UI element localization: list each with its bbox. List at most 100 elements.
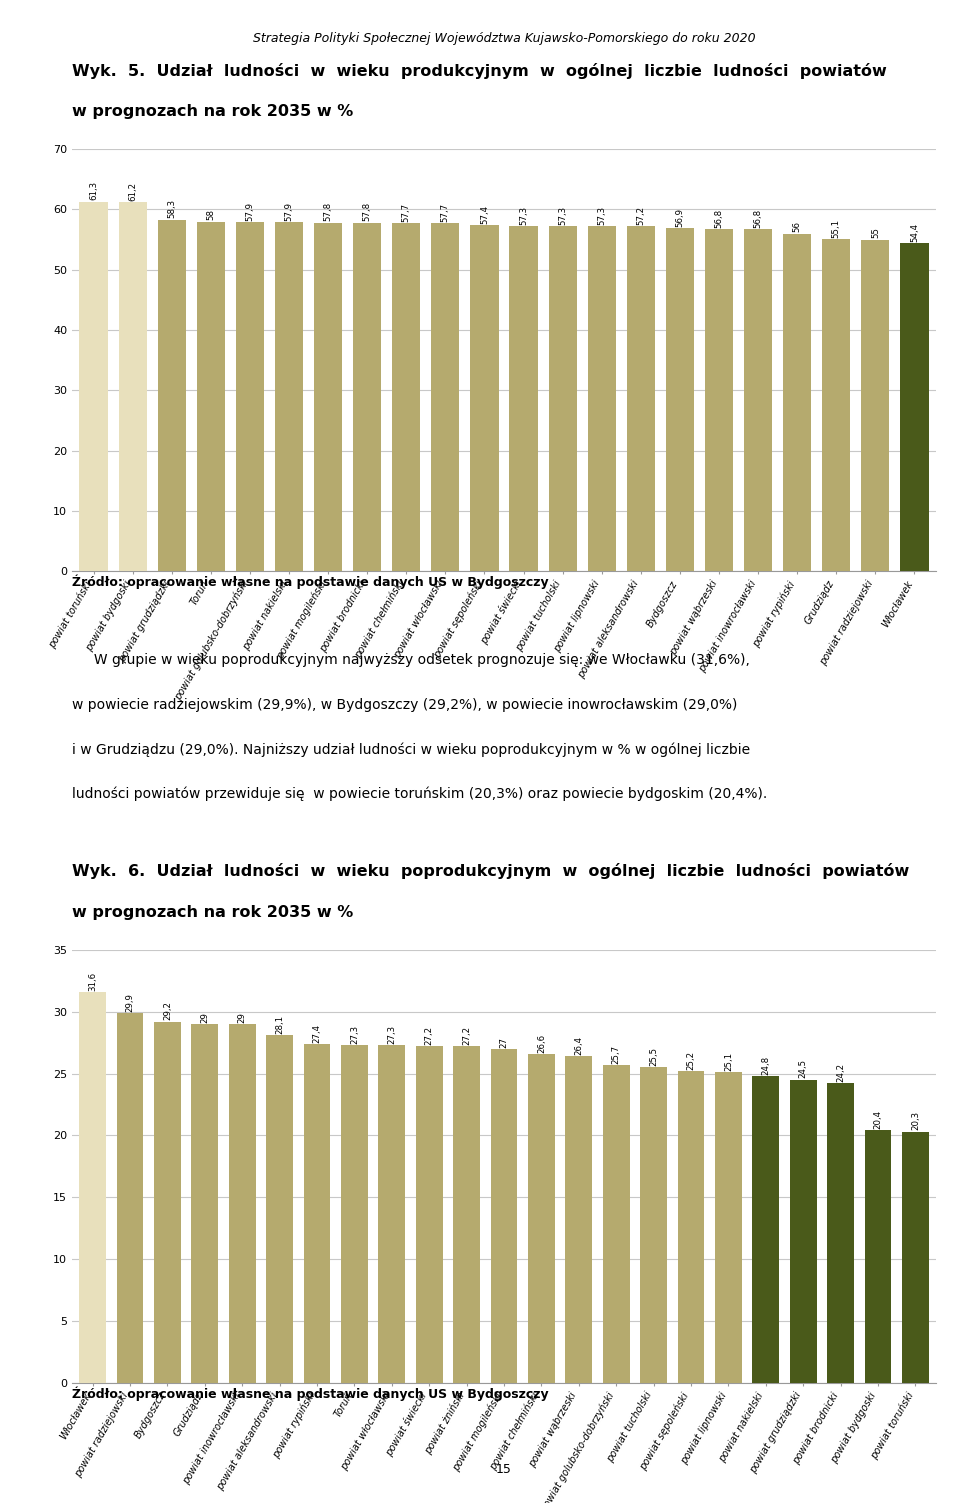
- Bar: [157, 219, 186, 571]
- Bar: [783, 233, 811, 571]
- Text: 29: 29: [238, 1012, 247, 1024]
- Text: W grupie w wieku poprodukcyjnym najwyższy odsetek prognozuje się: we Włocławku (: W grupie w wieku poprodukcyjnym najwyższ…: [72, 654, 750, 667]
- Text: 56,8: 56,8: [714, 209, 724, 227]
- Text: w powiecie radziejowskim (29,9%), w Bydgoszczy (29,2%), w powiecie inowrocławski: w powiecie radziejowskim (29,9%), w Bydg…: [72, 697, 737, 712]
- Text: 20,4: 20,4: [874, 1111, 882, 1129]
- Text: 57,3: 57,3: [519, 206, 528, 224]
- Bar: [393, 224, 420, 571]
- Bar: [828, 1084, 854, 1383]
- Text: 27,2: 27,2: [462, 1027, 471, 1045]
- Text: 56,9: 56,9: [676, 207, 684, 227]
- Text: Strategia Polityki Społecznej Województwa Kujawsko-Pomorskiego do roku 2020: Strategia Polityki Społecznej Województw…: [252, 33, 756, 45]
- Text: 25,5: 25,5: [649, 1048, 659, 1066]
- Text: 26,4: 26,4: [574, 1036, 584, 1055]
- Text: 25,1: 25,1: [724, 1052, 732, 1072]
- Bar: [565, 1057, 592, 1383]
- Bar: [902, 1132, 929, 1383]
- Bar: [678, 1072, 705, 1383]
- Text: 54,4: 54,4: [910, 222, 919, 242]
- Text: ludności powiatów przewiduje się  w powiecie toruńskim (20,3%) oraz powiecie byd: ludności powiatów przewiduje się w powie…: [72, 786, 767, 801]
- Text: 57,7: 57,7: [441, 203, 450, 222]
- Bar: [790, 1079, 817, 1383]
- Text: 28,1: 28,1: [276, 1015, 284, 1034]
- Text: 56,8: 56,8: [754, 209, 762, 227]
- Bar: [640, 1067, 667, 1383]
- Text: 20,3: 20,3: [911, 1111, 920, 1130]
- Text: 57,4: 57,4: [480, 204, 489, 224]
- Text: 56: 56: [793, 221, 802, 233]
- Text: 15: 15: [496, 1462, 512, 1476]
- Text: 61,2: 61,2: [128, 182, 137, 201]
- Bar: [266, 1036, 293, 1383]
- Text: w prognozach na rok 2035 w %: w prognozach na rok 2035 w %: [72, 905, 353, 920]
- Bar: [314, 222, 342, 571]
- Text: 58: 58: [206, 209, 215, 221]
- Text: Wyk.  5.  Udział  ludności  w  wieku  produkcyjnym  w  ogólnej  liczbie  ludnośc: Wyk. 5. Udział ludności w wieku produkcy…: [72, 63, 887, 78]
- Text: 24,2: 24,2: [836, 1063, 845, 1082]
- Text: 57,9: 57,9: [284, 201, 294, 221]
- Text: 55: 55: [871, 227, 880, 239]
- Text: 58,3: 58,3: [167, 200, 177, 218]
- Text: 27,2: 27,2: [424, 1027, 434, 1045]
- Bar: [548, 225, 577, 571]
- Bar: [510, 225, 538, 571]
- Text: 27,3: 27,3: [349, 1025, 359, 1045]
- Bar: [453, 1046, 480, 1383]
- Text: w prognozach na rok 2035 w %: w prognozach na rok 2035 w %: [72, 104, 353, 119]
- Bar: [236, 222, 264, 571]
- Bar: [900, 243, 928, 571]
- Text: 61,3: 61,3: [89, 182, 98, 200]
- Bar: [191, 1024, 218, 1383]
- Bar: [353, 222, 381, 571]
- Text: 27: 27: [499, 1037, 509, 1048]
- Bar: [228, 1024, 255, 1383]
- Bar: [822, 239, 851, 571]
- Text: 57,9: 57,9: [246, 201, 254, 221]
- Text: 55,1: 55,1: [831, 218, 841, 237]
- Text: 57,8: 57,8: [363, 203, 372, 221]
- Bar: [79, 992, 106, 1383]
- Bar: [705, 228, 733, 571]
- Text: 24,8: 24,8: [761, 1055, 770, 1075]
- Bar: [744, 228, 772, 571]
- Bar: [588, 225, 615, 571]
- Bar: [197, 221, 225, 571]
- Bar: [378, 1045, 405, 1383]
- Bar: [753, 1076, 780, 1383]
- Bar: [416, 1046, 443, 1383]
- Text: 27,3: 27,3: [387, 1025, 396, 1045]
- Text: 29,9: 29,9: [126, 993, 134, 1012]
- Text: 29,2: 29,2: [163, 1001, 172, 1021]
- Text: 57,2: 57,2: [636, 206, 645, 225]
- Bar: [603, 1066, 630, 1383]
- Bar: [865, 1130, 892, 1383]
- Bar: [470, 225, 498, 571]
- Bar: [275, 222, 303, 571]
- Bar: [80, 201, 108, 571]
- Bar: [303, 1045, 330, 1383]
- Text: 24,5: 24,5: [799, 1060, 807, 1079]
- Bar: [528, 1054, 555, 1383]
- Text: 26,6: 26,6: [537, 1034, 546, 1052]
- Text: 57,7: 57,7: [402, 203, 411, 222]
- Text: 27,4: 27,4: [313, 1024, 322, 1043]
- Bar: [627, 227, 655, 571]
- Text: 25,7: 25,7: [612, 1045, 621, 1064]
- Text: 25,2: 25,2: [686, 1051, 695, 1070]
- Bar: [666, 228, 694, 571]
- Bar: [491, 1049, 517, 1383]
- Bar: [154, 1022, 180, 1383]
- Text: Źródło: opracowanie własne na podstawie danych US w Bydgoszczy: Źródło: opracowanie własne na podstawie …: [72, 1386, 548, 1401]
- Text: Źródło: opracowanie własne na podstawie danych US w Bydgoszczy: Źródło: opracowanie własne na podstawie …: [72, 574, 548, 589]
- Text: i w Grudziądzu (29,0%). Najniższy udział ludności w wieku poprodukcyjnym w % w o: i w Grudziądzu (29,0%). Najniższy udział…: [72, 742, 750, 756]
- Bar: [341, 1045, 368, 1383]
- Bar: [861, 239, 890, 571]
- Text: 31,6: 31,6: [88, 971, 97, 990]
- Text: 29: 29: [201, 1012, 209, 1024]
- Text: Wyk.  6.  Udział  ludności  w  wieku  poprodukcyjnym  w  ogólnej  liczbie  ludno: Wyk. 6. Udział ludności w wieku poproduk…: [72, 863, 909, 879]
- Bar: [116, 1013, 143, 1383]
- Text: 57,3: 57,3: [558, 206, 567, 224]
- Bar: [118, 203, 147, 571]
- Text: 57,3: 57,3: [597, 206, 606, 224]
- Bar: [431, 224, 460, 571]
